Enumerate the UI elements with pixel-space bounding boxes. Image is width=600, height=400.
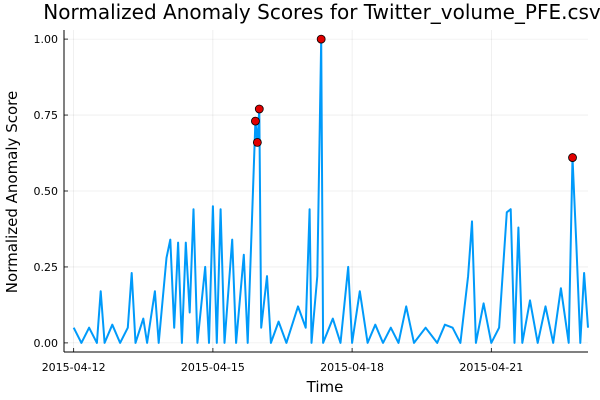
y-tick-label: 0.50 bbox=[34, 185, 59, 198]
anomaly-point bbox=[252, 137, 262, 147]
y-tick-label: 0.25 bbox=[34, 261, 59, 274]
tick-labels: 2015-04-12 2015-04-15 2015-04-18 2015-04-21… bbox=[34, 33, 524, 374]
anomaly-point bbox=[251, 116, 260, 126]
series-line bbox=[72, 38, 589, 344]
y-axis-label: Normalized Anomaly Score bbox=[3, 91, 21, 293]
x-tick-label: 2015-04-12 bbox=[42, 361, 106, 374]
anomaly-markers bbox=[251, 34, 577, 162]
anomaly-point bbox=[254, 104, 264, 114]
x-tick-label: 2015-04-15 bbox=[181, 361, 245, 374]
y-tick-label: 1.00 bbox=[34, 33, 59, 46]
chart-title: Normalized Anomaly Scores for Twitter_vo… bbox=[43, 0, 600, 24]
x-tick-label: 2015-04-21 bbox=[459, 361, 523, 374]
anomaly-point bbox=[568, 153, 577, 162]
x-tick-label: 2015-04-18 bbox=[320, 361, 384, 374]
y-tick-label: 0.75 bbox=[34, 109, 59, 122]
grid bbox=[64, 30, 588, 352]
score-line bbox=[72, 38, 589, 344]
anomaly-point bbox=[316, 34, 326, 44]
x-axis-label: Time bbox=[306, 378, 344, 396]
axes-frame bbox=[63, 30, 588, 353]
y-tick-label: 0.00 bbox=[34, 337, 59, 350]
